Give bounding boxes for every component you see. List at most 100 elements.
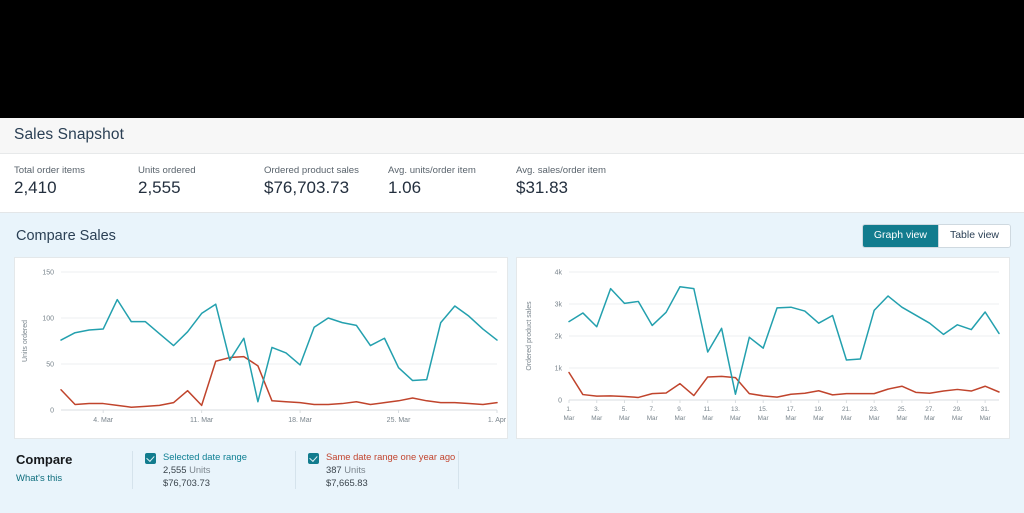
svg-text:Mar: Mar bbox=[591, 415, 603, 422]
svg-text:50: 50 bbox=[46, 361, 54, 368]
legend-text: Selected date range 2,555 Units $76,703.… bbox=[163, 451, 247, 489]
svg-text:11.: 11. bbox=[703, 406, 712, 413]
svg-text:Mar: Mar bbox=[841, 415, 853, 422]
charts-row: 0 50 100 150 Units ordered 4. Mar 11. Mar 18. M… bbox=[0, 256, 1024, 439]
svg-text:7.: 7. bbox=[650, 406, 656, 413]
compare-heading: Compare bbox=[16, 451, 73, 467]
legend-item-selected-range[interactable]: Selected date range 2,555 Units $76,703.… bbox=[145, 451, 295, 489]
svg-text:Mar: Mar bbox=[980, 415, 992, 422]
svg-text:1. Apr: 1. Apr bbox=[488, 417, 507, 424]
svg-text:27.: 27. bbox=[925, 406, 934, 413]
legend-series-name: Selected date range bbox=[163, 450, 247, 462]
metric-avg-sales-per-order-item: Avg. sales/order item $31.83 bbox=[516, 165, 606, 198]
svg-text:1.: 1. bbox=[566, 406, 572, 413]
svg-text:Ordered product sales: Ordered product sales bbox=[526, 300, 533, 370]
tab-table-view[interactable]: Table view bbox=[938, 225, 1010, 247]
svg-text:5.: 5. bbox=[622, 406, 628, 413]
svg-text:Mar: Mar bbox=[730, 415, 742, 422]
svg-text:29.: 29. bbox=[953, 406, 962, 413]
chart-ordered-product-sales[interactable]: 0 1k 2k 3k 4k Ordered product sales 1. Mar 3. Mar… bbox=[516, 256, 1010, 439]
legend-units: 2,555 Units bbox=[163, 464, 247, 476]
svg-text:19.: 19. bbox=[814, 406, 823, 413]
metrics-row: Total order items 2,410 Units ordered 2,… bbox=[0, 154, 1024, 212]
legend-series-name: Same date range one year ago bbox=[326, 450, 456, 462]
svg-text:Units ordered: Units ordered bbox=[22, 319, 29, 361]
svg-text:Mar: Mar bbox=[952, 415, 964, 422]
blank-top-area bbox=[0, 0, 1024, 118]
svg-text:Mar: Mar bbox=[563, 415, 575, 422]
svg-text:Mar: Mar bbox=[619, 415, 631, 422]
svg-text:9.: 9. bbox=[677, 406, 683, 413]
legend-item-year-ago[interactable]: Same date range one year ago 387 Units $… bbox=[308, 451, 458, 489]
svg-text:Mar: Mar bbox=[758, 415, 770, 422]
svg-text:18. Mar: 18. Mar bbox=[288, 417, 312, 424]
checkbox-same-range-year-ago[interactable] bbox=[308, 452, 319, 464]
svg-text:100: 100 bbox=[42, 315, 54, 322]
svg-text:0: 0 bbox=[50, 407, 54, 414]
page-title: Sales Snapshot bbox=[14, 126, 124, 143]
metric-value: 1.06 bbox=[388, 178, 422, 197]
svg-text:21.: 21. bbox=[842, 406, 851, 413]
metric-label: Units ordered bbox=[138, 165, 196, 176]
metric-label: Avg. units/order item bbox=[388, 165, 476, 176]
compare-block: Compare What's this bbox=[16, 451, 132, 484]
legend-amount: $76,703.73 bbox=[163, 476, 210, 488]
tab-graph-view[interactable]: Graph view bbox=[862, 225, 939, 247]
legend-divider-3 bbox=[458, 450, 459, 489]
compare-sales-header: Compare Sales Graph view Table view bbox=[0, 213, 1024, 257]
chart-units-ordered[interactable]: 0 50 100 150 Units ordered 4. Mar 11. Mar 18. M… bbox=[14, 256, 508, 439]
checkbox-selected-date-range[interactable] bbox=[145, 452, 156, 464]
svg-text:Mar: Mar bbox=[647, 415, 659, 422]
legend-units: 387 Units bbox=[326, 464, 455, 476]
legend-amount: $7,665.83 bbox=[326, 476, 368, 488]
svg-text:Mar: Mar bbox=[924, 415, 936, 422]
ordered-product-sales-plot: 0 1k 2k 3k 4k Ordered product sales 1. Mar 3. Mar… bbox=[526, 269, 1000, 422]
svg-text:4k: 4k bbox=[555, 269, 563, 276]
svg-text:4. Mar: 4. Mar bbox=[93, 417, 114, 424]
view-toggle-group[interactable]: Graph view Table view bbox=[862, 225, 1010, 247]
svg-text:31.: 31. bbox=[981, 406, 990, 413]
svg-text:Mar: Mar bbox=[785, 415, 797, 422]
svg-text:25.: 25. bbox=[897, 406, 906, 413]
metric-total-order-items: Total order items 2,410 bbox=[14, 165, 138, 198]
whats-this-link[interactable]: What's this bbox=[16, 472, 63, 484]
svg-text:13.: 13. bbox=[731, 406, 740, 413]
legend-divider-1 bbox=[132, 450, 133, 489]
svg-text:0: 0 bbox=[558, 397, 562, 404]
svg-text:Mar: Mar bbox=[702, 415, 714, 422]
metric-ordered-product-sales: Ordered product sales $76,703.73 bbox=[264, 165, 388, 198]
sales-snapshot-header: Sales Snapshot bbox=[0, 118, 1024, 154]
metric-value: 2,555 bbox=[138, 178, 181, 197]
metric-label: Ordered product sales bbox=[264, 165, 359, 176]
metric-value: 2,410 bbox=[14, 178, 57, 197]
metric-units-ordered: Units ordered 2,555 bbox=[138, 165, 264, 198]
svg-text:Mar: Mar bbox=[674, 415, 686, 422]
sales-snapshot-section: Sales Snapshot Total order items 2,410 U… bbox=[0, 118, 1024, 213]
svg-text:11. Mar: 11. Mar bbox=[190, 417, 214, 424]
svg-text:23.: 23. bbox=[870, 406, 879, 413]
legend-units-value: 2,555 bbox=[163, 463, 187, 475]
svg-text:1k: 1k bbox=[555, 365, 563, 372]
metric-avg-units-per-order-item: Avg. units/order item 1.06 bbox=[388, 165, 516, 198]
svg-text:Mar: Mar bbox=[896, 415, 908, 422]
metric-value: $31.83 bbox=[516, 178, 568, 197]
metric-label: Total order items bbox=[14, 165, 85, 176]
legend-units-value: 387 bbox=[326, 463, 342, 475]
metric-value: $76,703.73 bbox=[264, 178, 350, 197]
svg-text:17.: 17. bbox=[786, 406, 795, 413]
compare-sales-title: Compare Sales bbox=[16, 227, 116, 244]
compare-sales-panel: Compare Sales Graph view Table view 0 50 1… bbox=[0, 213, 1024, 513]
svg-text:3k: 3k bbox=[555, 301, 563, 308]
svg-text:2k: 2k bbox=[555, 333, 563, 340]
svg-text:25. Mar: 25. Mar bbox=[387, 417, 411, 424]
svg-text:Mar: Mar bbox=[813, 415, 825, 422]
svg-text:150: 150 bbox=[42, 269, 54, 276]
svg-text:Mar: Mar bbox=[869, 415, 881, 422]
legend-divider-2 bbox=[295, 450, 296, 489]
svg-text:15.: 15. bbox=[759, 406, 768, 413]
legend-units-label: Units bbox=[189, 463, 211, 475]
units-ordered-plot: 0 50 100 150 Units ordered 4. Mar 11. Mar 18. M… bbox=[22, 269, 507, 424]
legend-units-label: Units bbox=[344, 463, 366, 475]
compare-legend: Compare What's this Selected date range … bbox=[0, 439, 1024, 489]
